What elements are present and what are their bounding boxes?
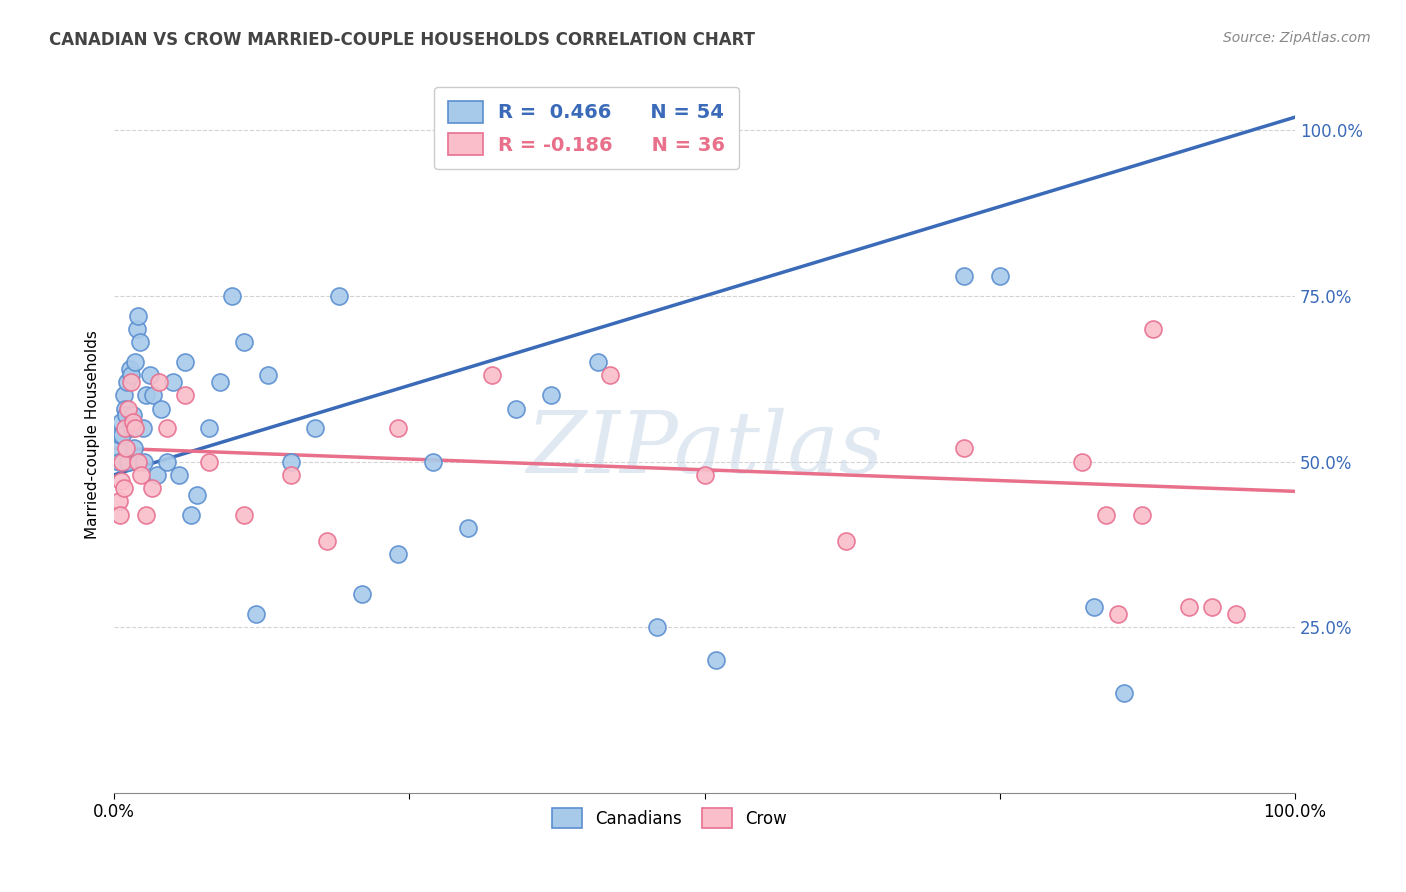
Point <box>120 375 142 389</box>
Point <box>110 475 132 489</box>
Point <box>122 408 145 422</box>
Point <box>197 454 219 468</box>
Point <box>315 534 337 549</box>
Point <box>132 454 155 468</box>
Point <box>233 335 256 350</box>
Point <box>328 289 350 303</box>
Point <box>111 428 134 442</box>
Text: CANADIAN VS CROW MARRIED-COUPLE HOUSEHOLDS CORRELATION CHART: CANADIAN VS CROW MARRIED-COUPLE HOUSEHOL… <box>49 31 755 49</box>
Point <box>457 521 479 535</box>
Point <box>599 368 621 383</box>
Point <box>505 401 527 416</box>
Text: Source: ZipAtlas.com: Source: ZipAtlas.com <box>1223 31 1371 45</box>
Point <box>112 388 135 402</box>
Point <box>115 442 138 456</box>
Point <box>117 454 139 468</box>
Point <box>280 454 302 468</box>
Point <box>1107 607 1129 621</box>
Point <box>180 508 202 522</box>
Legend: Canadians, Crow: Canadians, Crow <box>546 802 793 834</box>
Point <box>112 481 135 495</box>
Point <box>148 375 170 389</box>
Point <box>209 375 232 389</box>
Point <box>115 408 138 422</box>
Point <box>108 508 131 522</box>
Y-axis label: Married-couple Households: Married-couple Households <box>86 331 100 540</box>
Point <box>110 415 132 429</box>
Point <box>647 620 669 634</box>
Point <box>118 361 141 376</box>
Point <box>108 494 131 508</box>
Point <box>1112 686 1135 700</box>
Point <box>114 421 136 435</box>
Point <box>481 368 503 383</box>
Point <box>280 467 302 482</box>
Point <box>1225 607 1247 621</box>
Point <box>111 454 134 468</box>
Point <box>953 269 976 284</box>
Point <box>352 587 374 601</box>
Point <box>162 375 184 389</box>
Point <box>1095 508 1118 522</box>
Point <box>988 269 1011 284</box>
Point <box>167 467 190 482</box>
Point <box>135 388 157 402</box>
Point <box>117 401 139 416</box>
Point <box>120 368 142 383</box>
Point <box>107 442 129 456</box>
Point <box>221 289 243 303</box>
Point <box>131 467 153 482</box>
Point <box>245 607 267 621</box>
Point <box>186 488 208 502</box>
Point <box>127 454 149 468</box>
Point <box>122 442 145 456</box>
Point <box>256 368 278 383</box>
Point <box>1142 322 1164 336</box>
Point <box>953 442 976 456</box>
Point <box>588 355 610 369</box>
Point <box>135 508 157 522</box>
Point <box>142 388 165 402</box>
Point <box>138 368 160 383</box>
Point <box>115 375 138 389</box>
Point <box>706 653 728 667</box>
Point <box>197 421 219 435</box>
Point <box>150 401 173 416</box>
Point <box>145 467 167 482</box>
Point <box>304 421 326 435</box>
Point <box>108 454 131 468</box>
Point <box>124 421 146 435</box>
Point <box>122 415 145 429</box>
Point <box>1177 600 1199 615</box>
Point <box>693 467 716 482</box>
Point <box>156 454 179 468</box>
Point <box>540 388 562 402</box>
Point <box>124 355 146 369</box>
Point <box>1071 454 1094 468</box>
Point <box>131 421 153 435</box>
Point <box>174 388 197 402</box>
Point <box>233 508 256 522</box>
Point <box>1130 508 1153 522</box>
Point <box>422 454 444 468</box>
Point <box>114 401 136 416</box>
Point <box>129 335 152 350</box>
Point <box>156 421 179 435</box>
Point <box>108 428 131 442</box>
Point <box>121 421 143 435</box>
Point <box>141 481 163 495</box>
Point <box>174 355 197 369</box>
Point <box>125 322 148 336</box>
Point <box>1083 600 1105 615</box>
Point <box>127 309 149 323</box>
Point <box>387 421 409 435</box>
Point <box>835 534 858 549</box>
Text: ZIPatlas: ZIPatlas <box>526 408 883 491</box>
Point <box>387 547 409 561</box>
Point <box>1201 600 1223 615</box>
